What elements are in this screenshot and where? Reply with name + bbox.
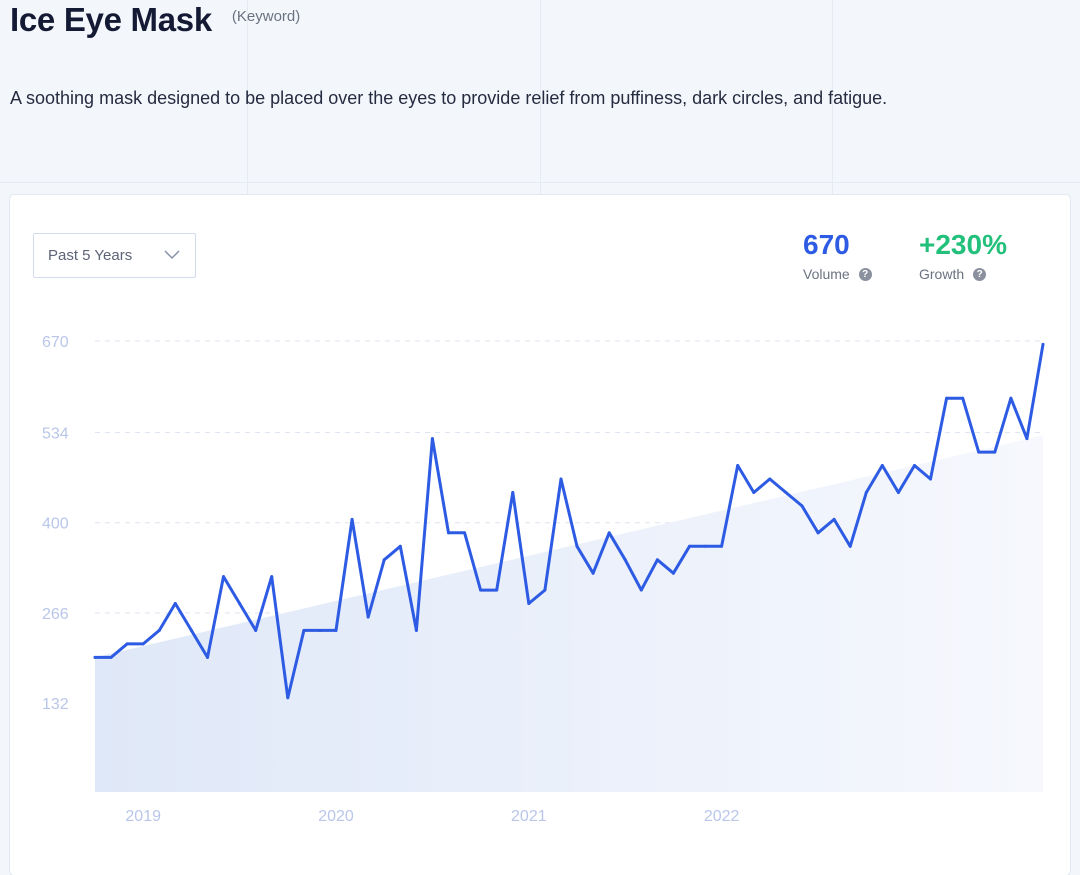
data-point	[704, 544, 708, 548]
title-row: Ice Eye Mask (Keyword)	[10, 0, 300, 40]
page-description: A soothing mask designed to be placed ov…	[10, 88, 888, 108]
data-point	[671, 571, 675, 575]
data-point	[270, 575, 274, 579]
data-point	[430, 437, 434, 441]
data-point	[961, 396, 965, 400]
trend-card: Past 5 Years 670 Volume ? +230% Growth ?…	[10, 195, 1070, 875]
y-tick-label: 132	[42, 696, 69, 713]
data-point	[254, 628, 258, 632]
growth-label-row: Growth ?	[919, 266, 1007, 282]
data-point	[977, 450, 981, 454]
growth-metric: +230% Growth ?	[919, 227, 1007, 282]
volume-value: 670	[803, 229, 850, 260]
volume-label: Volume	[803, 266, 850, 282]
chevron-down-icon	[164, 250, 180, 260]
data-point	[752, 490, 756, 494]
data-point	[607, 531, 611, 535]
data-point	[688, 544, 692, 548]
x-tick-label: 2022	[704, 808, 740, 825]
data-point	[93, 655, 97, 659]
data-point	[1025, 437, 1029, 441]
data-point	[832, 517, 836, 521]
data-point	[286, 696, 290, 700]
data-point	[880, 464, 884, 468]
data-point	[157, 628, 161, 632]
data-point	[993, 450, 997, 454]
volume-series-line	[93, 342, 1045, 700]
keyword-tag: (Keyword)	[231, 8, 301, 25]
volume-line-chart: 670 534 400 266 132 2019 2020 2021 2022	[42, 334, 1045, 825]
data-point	[173, 602, 177, 606]
data-point	[511, 490, 515, 494]
data-point	[205, 655, 209, 659]
data-point	[222, 575, 226, 579]
data-point	[1009, 396, 1013, 400]
growth-value: +230%	[919, 229, 1007, 260]
data-point	[318, 628, 322, 632]
x-tick-label: 2020	[318, 808, 354, 825]
data-point	[720, 544, 724, 548]
x-tick-label: 2021	[511, 808, 547, 825]
data-point	[334, 628, 338, 632]
data-point	[366, 615, 370, 619]
data-point	[896, 490, 900, 494]
data-point	[141, 642, 145, 646]
data-point	[543, 588, 547, 592]
data-point	[414, 628, 418, 632]
data-point	[382, 558, 386, 562]
data-point	[479, 588, 483, 592]
data-point	[639, 588, 643, 592]
data-point	[109, 655, 113, 659]
volume-metric: 670 Volume ?	[803, 227, 872, 282]
data-point	[446, 531, 450, 535]
data-point	[848, 544, 852, 548]
trend-area	[95, 435, 1043, 792]
y-tick-label: 670	[42, 334, 69, 351]
data-point	[1041, 342, 1045, 346]
data-point	[623, 558, 627, 562]
data-point	[864, 490, 868, 494]
data-point	[816, 531, 820, 535]
data-point	[912, 464, 916, 468]
data-point	[768, 477, 772, 481]
growth-help-icon[interactable]: ?	[973, 267, 987, 281]
data-point	[655, 558, 659, 562]
y-tick-label: 266	[42, 606, 69, 623]
data-point	[591, 571, 595, 575]
data-point	[575, 544, 579, 548]
growth-label: Growth	[919, 266, 965, 282]
y-tick-label: 400	[42, 516, 69, 533]
time-range-label: Past 5 Years	[48, 247, 133, 264]
page-title: Ice Eye Mask	[10, 1, 212, 38]
data-point	[945, 396, 949, 400]
volume-help-icon[interactable]: ?	[858, 267, 872, 281]
data-point	[929, 477, 933, 481]
time-range-select[interactable]: Past 5 Years	[33, 233, 196, 278]
data-point	[736, 464, 740, 468]
data-point	[238, 602, 242, 606]
volume-label-row: Volume ?	[803, 266, 872, 282]
data-point	[302, 628, 306, 632]
data-point	[189, 628, 193, 632]
data-point	[495, 588, 499, 592]
x-tick-label: 2019	[125, 808, 161, 825]
data-point	[350, 517, 354, 521]
data-point	[398, 544, 402, 548]
data-point	[527, 602, 531, 606]
y-tick-label: 534	[42, 426, 69, 443]
data-point	[800, 504, 804, 508]
data-point	[559, 477, 563, 481]
data-point	[463, 531, 467, 535]
data-point	[784, 490, 788, 494]
data-point	[125, 642, 129, 646]
